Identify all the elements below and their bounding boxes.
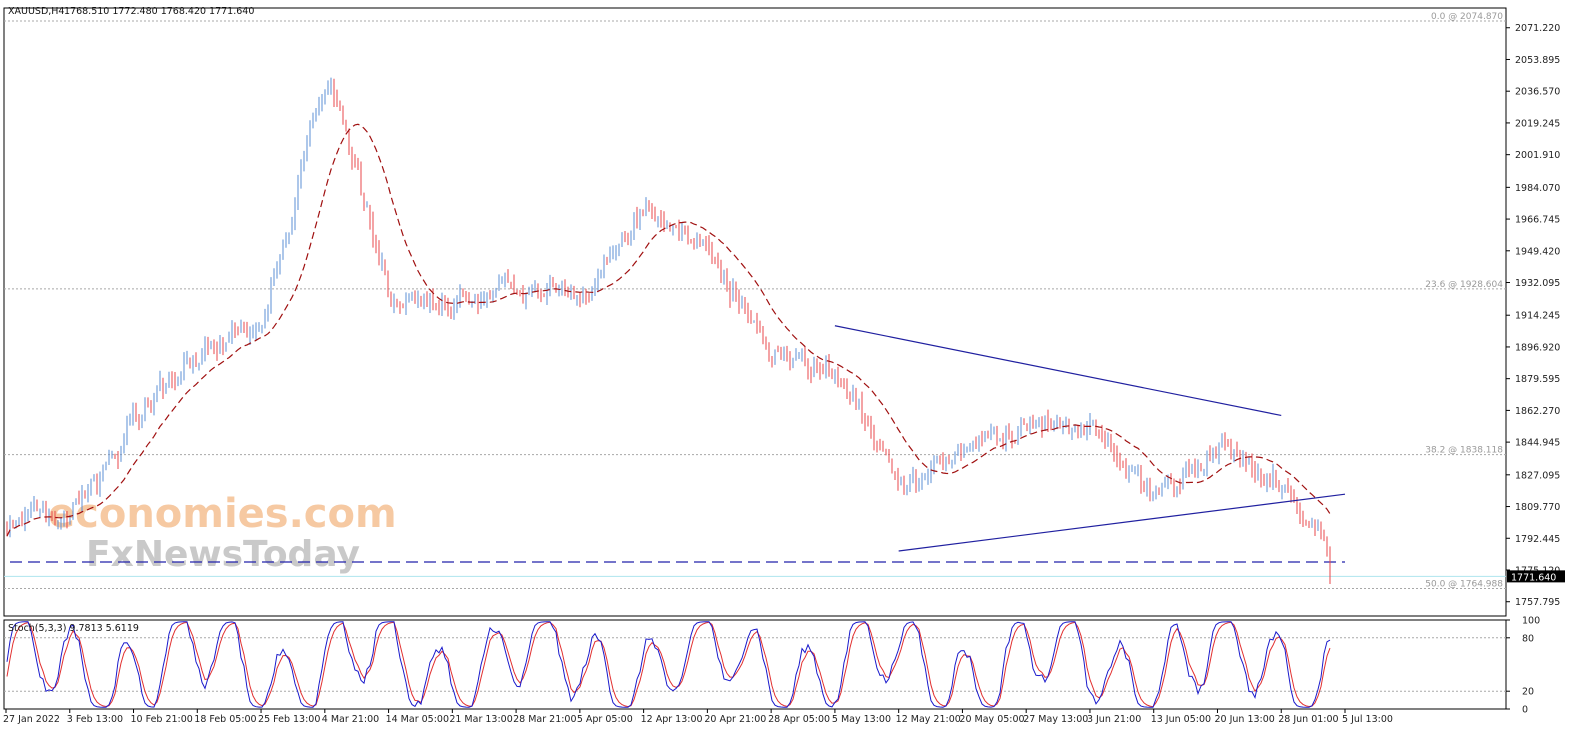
price-tick-label: 2053.895 — [1515, 55, 1560, 66]
fib-level-label: 23.6 @ 1928.604 — [1425, 280, 1503, 290]
time-tick-label: 13 Jun 05:00 — [1151, 714, 1211, 725]
watermark-line2: FxNewsToday — [86, 534, 360, 575]
time-tick-label: 25 Feb 13:00 — [258, 714, 320, 725]
moving-average — [6, 123, 1331, 537]
fib-level-label: 0.0 @ 2074.870 — [1431, 12, 1503, 22]
last-price-tag-box — [1507, 570, 1565, 583]
time-tick-label: 12 Apr 13:00 — [641, 714, 703, 725]
price-tick-label: 1949.420 — [1515, 246, 1560, 257]
watermark-line1: economies.com — [48, 491, 397, 537]
candles — [6, 77, 1331, 584]
price-tick-label: 1932.095 — [1515, 278, 1560, 289]
stoch-tick-label: 100 — [1522, 616, 1540, 627]
time-tick-label: 12 May 21:00 — [896, 714, 961, 725]
time-tick-label: 3 Jun 21:00 — [1087, 714, 1141, 725]
time-tick-label: 21 Mar 13:00 — [449, 714, 512, 725]
stoch-title: Stoch(5,3,3) 9.7813 5.6119 — [8, 623, 139, 634]
main-panel — [3, 7, 1507, 617]
time-tick-label: 20 May 05:00 — [959, 714, 1024, 725]
time-tick-label: 10 Feb 21:00 — [131, 714, 193, 725]
price-tick-label: 1862.270 — [1515, 406, 1560, 417]
price-tick-label: 2001.910 — [1515, 150, 1560, 161]
last-price-tag: 1771.640 — [1507, 570, 1565, 583]
price-tick-label: 1827.095 — [1515, 470, 1560, 481]
fib-levels: 0.0 @ 2074.870 23.6 @ 1928.604 38.2 @ 1838… — [4, 12, 1506, 590]
triangle-upper-trendline — [834, 325, 1282, 417]
time-axis: 27 Jan 2022 3 Feb 13:00 10 Feb 21:00 18 Feb… — [3, 709, 1393, 725]
triangle-lower-trendline — [898, 493, 1346, 552]
time-tick-label: 20 Apr 21:00 — [704, 714, 766, 725]
price-tick-label: 1757.795 — [1515, 597, 1560, 608]
last-price-tag-label: 1771.640 — [1511, 572, 1556, 583]
price-tick-label: 2036.570 — [1515, 87, 1560, 98]
time-tick-label: 28 Apr 05:00 — [768, 714, 830, 725]
time-tick-label: 27 Jan 2022 — [3, 714, 60, 725]
price-tick-label: 1792.445 — [1515, 534, 1560, 545]
price-axis: 2071.220 2053.895 2036.570 2019.245 2001.910… — [1506, 23, 1560, 608]
symbol-label: XAUUSD,H4 — [8, 6, 64, 17]
stoch-tick-label: 0 — [1522, 705, 1528, 716]
stoch-signal-line — [6, 621, 1331, 708]
time-tick-label: 5 May 13:00 — [832, 714, 891, 725]
ohlc-readout: 1768.510 1772.480 1768.420 1771.640 — [64, 6, 254, 17]
stoch-tick-label: 20 — [1522, 687, 1534, 698]
fib-level-label: 38.2 @ 1838.118 — [1425, 446, 1503, 456]
time-tick-label: 5 Apr 05:00 — [577, 714, 633, 725]
price-tick-label: 2019.245 — [1515, 118, 1560, 129]
price-tick-label: 1914.245 — [1515, 311, 1560, 322]
time-tick-label: 27 May 13:00 — [1023, 714, 1088, 725]
time-tick-label: 4 Mar 21:00 — [322, 714, 379, 725]
price-tick-label: 1966.745 — [1515, 215, 1560, 226]
time-tick-label: 18 Feb 05:00 — [194, 714, 256, 725]
moving-average-line — [6, 123, 1331, 537]
price-tick-label: 1809.770 — [1515, 502, 1560, 513]
time-tick-label: 5 Jul 13:00 — [1342, 714, 1393, 725]
time-tick-label: 20 Jun 13:00 — [1214, 714, 1274, 725]
fib-level-label: 50.0 @ 1764.988 — [1425, 580, 1503, 590]
triangle-trendlines — [834, 325, 1346, 552]
price-tick-label: 1844.945 — [1515, 438, 1560, 449]
time-tick-label: 14 Mar 05:00 — [386, 714, 449, 725]
time-tick-label: 3 Feb 13:00 — [67, 714, 123, 725]
price-tick-label: 1984.070 — [1515, 183, 1560, 194]
stoch-main-line — [6, 621, 1331, 708]
time-tick-label: 28 Mar 21:00 — [513, 714, 576, 725]
time-tick-label: 28 Jun 01:00 — [1278, 714, 1338, 725]
stochastic-oscillator: 100 80 20 0 — [4, 616, 1540, 716]
price-tick-label: 1896.920 — [1515, 342, 1560, 353]
stoch-tick-label: 80 — [1522, 633, 1534, 644]
price-tick-label: 2071.220 — [1515, 23, 1560, 34]
price-tick-label: 1879.595 — [1515, 374, 1560, 385]
